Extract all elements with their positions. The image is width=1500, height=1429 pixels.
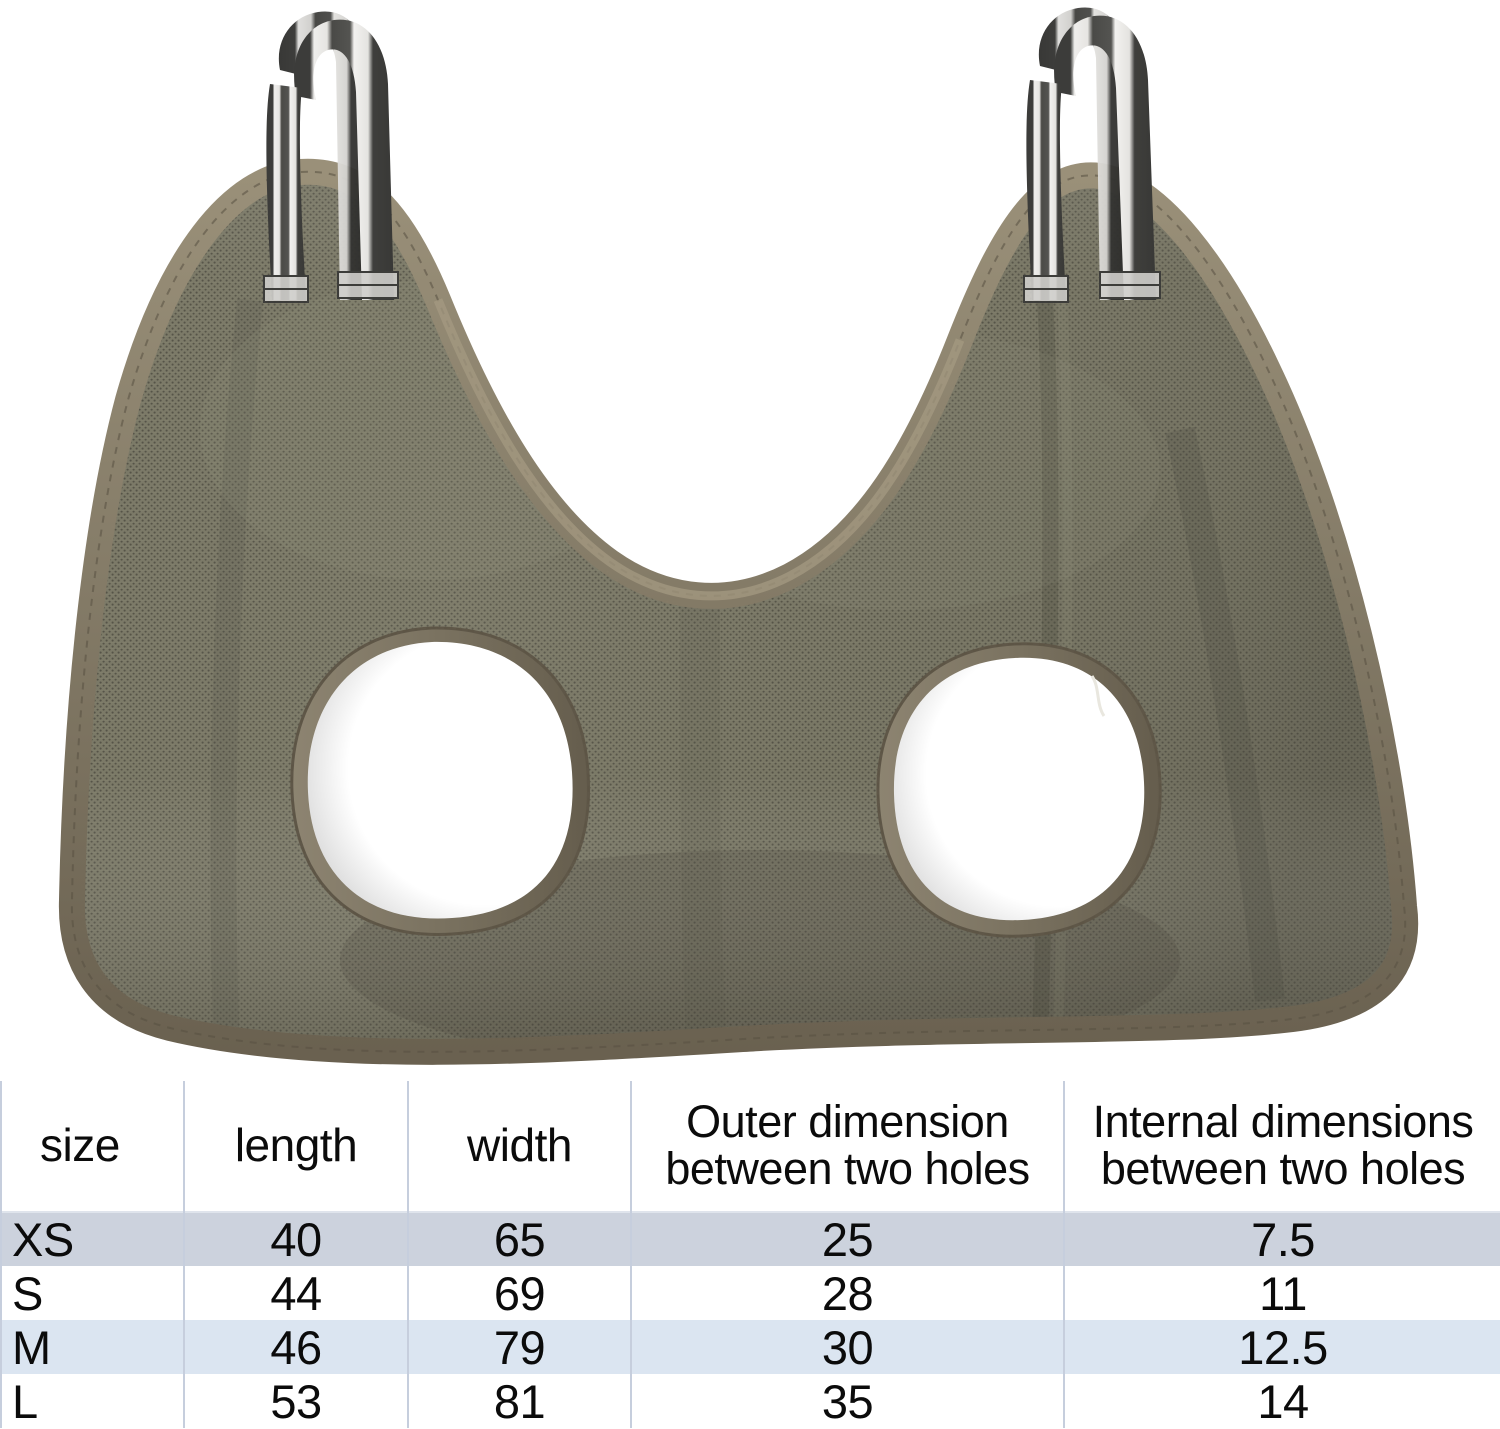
cell-width: 79 [407,1320,631,1374]
strap-loop-right [1004,0,1204,320]
cell-internal: 11 [1063,1266,1500,1320]
cell-width: 65 [407,1211,631,1266]
table-body: XS 40 65 25 7.5 S 44 69 28 11 M 46 79 [0,1211,1500,1428]
leg-hole-left-group [290,626,591,936]
cell-outer: 30 [630,1320,1064,1374]
cell-length: 46 [183,1320,408,1374]
cell-length: 40 [183,1211,408,1266]
cell-size: XS [0,1211,184,1266]
cell-internal: 14 [1063,1374,1500,1428]
cell-outer: 28 [630,1266,1064,1320]
column-header-outer-dimension: Outer dimension between two holes [630,1081,1064,1212]
cell-internal: 12.5 [1063,1320,1500,1374]
cell-width: 81 [407,1374,631,1428]
cell-outer: 35 [630,1374,1064,1428]
product-photo [58,0,1419,1065]
mesh-body-panel [58,158,1419,1065]
cell-size: M [0,1320,184,1374]
header-row: size length width Outer dimension betwee… [0,1081,1500,1212]
table-row: L 53 81 35 14 [0,1374,1500,1428]
column-header-internal-dimension: Internal dimensions between two holes [1063,1081,1500,1212]
table-row: S 44 69 28 11 [0,1266,1500,1320]
cell-length: 53 [183,1374,408,1428]
cell-size: L [0,1374,184,1428]
column-header-outer-line1: Outer dimension [686,1096,1009,1148]
table-header: size length width Outer dimension betwee… [0,1081,1500,1212]
column-header-outer-line2: between two holes [665,1143,1030,1194]
column-header-length: length [183,1081,408,1212]
size-table: size length width Outer dimension betwee… [0,1081,1500,1428]
column-header-size: size [0,1081,184,1212]
column-header-internal-line1: Internal dimensions [1092,1096,1474,1148]
table-row: XS 40 65 25 7.5 [0,1211,1500,1266]
cell-outer: 25 [630,1211,1064,1266]
column-header-width: width [407,1081,631,1212]
column-header-internal-line2: between two holes [1100,1143,1466,1194]
size-chart-table: size length width Outer dimension betwee… [0,1081,1500,1429]
strap-loop-left [244,0,444,320]
leg-hole-right-group [876,642,1162,938]
cell-width: 69 [407,1266,631,1320]
cell-size: S [0,1266,184,1320]
cell-internal: 7.5 [1063,1211,1500,1266]
table-row: M 46 79 30 12.5 [0,1320,1500,1374]
cell-length: 44 [183,1266,408,1320]
